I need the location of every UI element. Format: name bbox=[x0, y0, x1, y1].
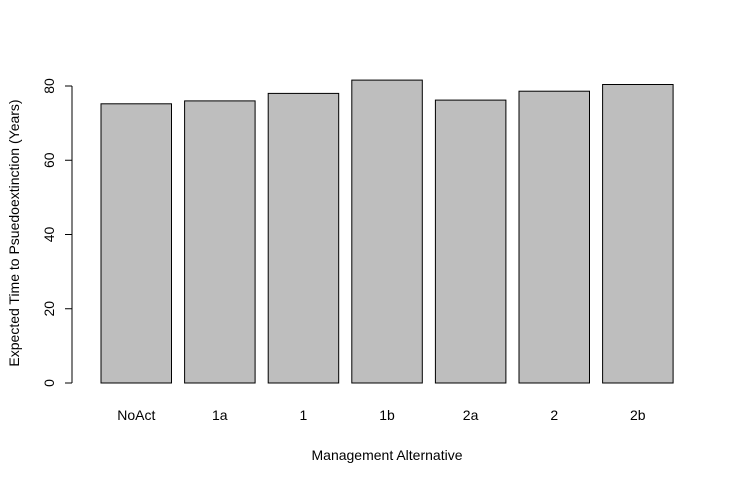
x-tick-label: 1b bbox=[379, 407, 395, 423]
x-tick-label: NoAct bbox=[117, 407, 155, 423]
y-tick-label: 60 bbox=[41, 152, 57, 168]
y-axis-title: Expected Time to Psuedoextinction (Years… bbox=[6, 99, 22, 366]
bar-1b bbox=[351, 79, 423, 384]
x-axis-title: Management Alternative bbox=[312, 447, 463, 463]
x-tick-label: 2b bbox=[630, 407, 646, 423]
y-tick-label: 40 bbox=[41, 227, 57, 243]
x-tick-labels: NoAct 1a 1 1b 2a 2 2b bbox=[117, 407, 646, 423]
x-tick-label: 1a bbox=[212, 407, 228, 423]
y-tick-label: 0 bbox=[41, 379, 57, 387]
bar-2a bbox=[434, 99, 507, 384]
y-tick-label: 20 bbox=[41, 301, 57, 317]
bar-1a bbox=[184, 100, 256, 384]
y-axis: 0 20 40 60 80 bbox=[41, 78, 73, 387]
y-tick-label: 80 bbox=[41, 78, 57, 94]
x-tick-label: 2 bbox=[550, 407, 558, 423]
bar-NoAct bbox=[100, 103, 172, 384]
bar-2 bbox=[518, 90, 590, 384]
bar-1 bbox=[267, 92, 340, 384]
x-tick-label: 1 bbox=[300, 407, 308, 423]
bars-group bbox=[100, 79, 674, 384]
bar-2b bbox=[602, 84, 674, 384]
x-tick-label: 2a bbox=[463, 407, 479, 423]
